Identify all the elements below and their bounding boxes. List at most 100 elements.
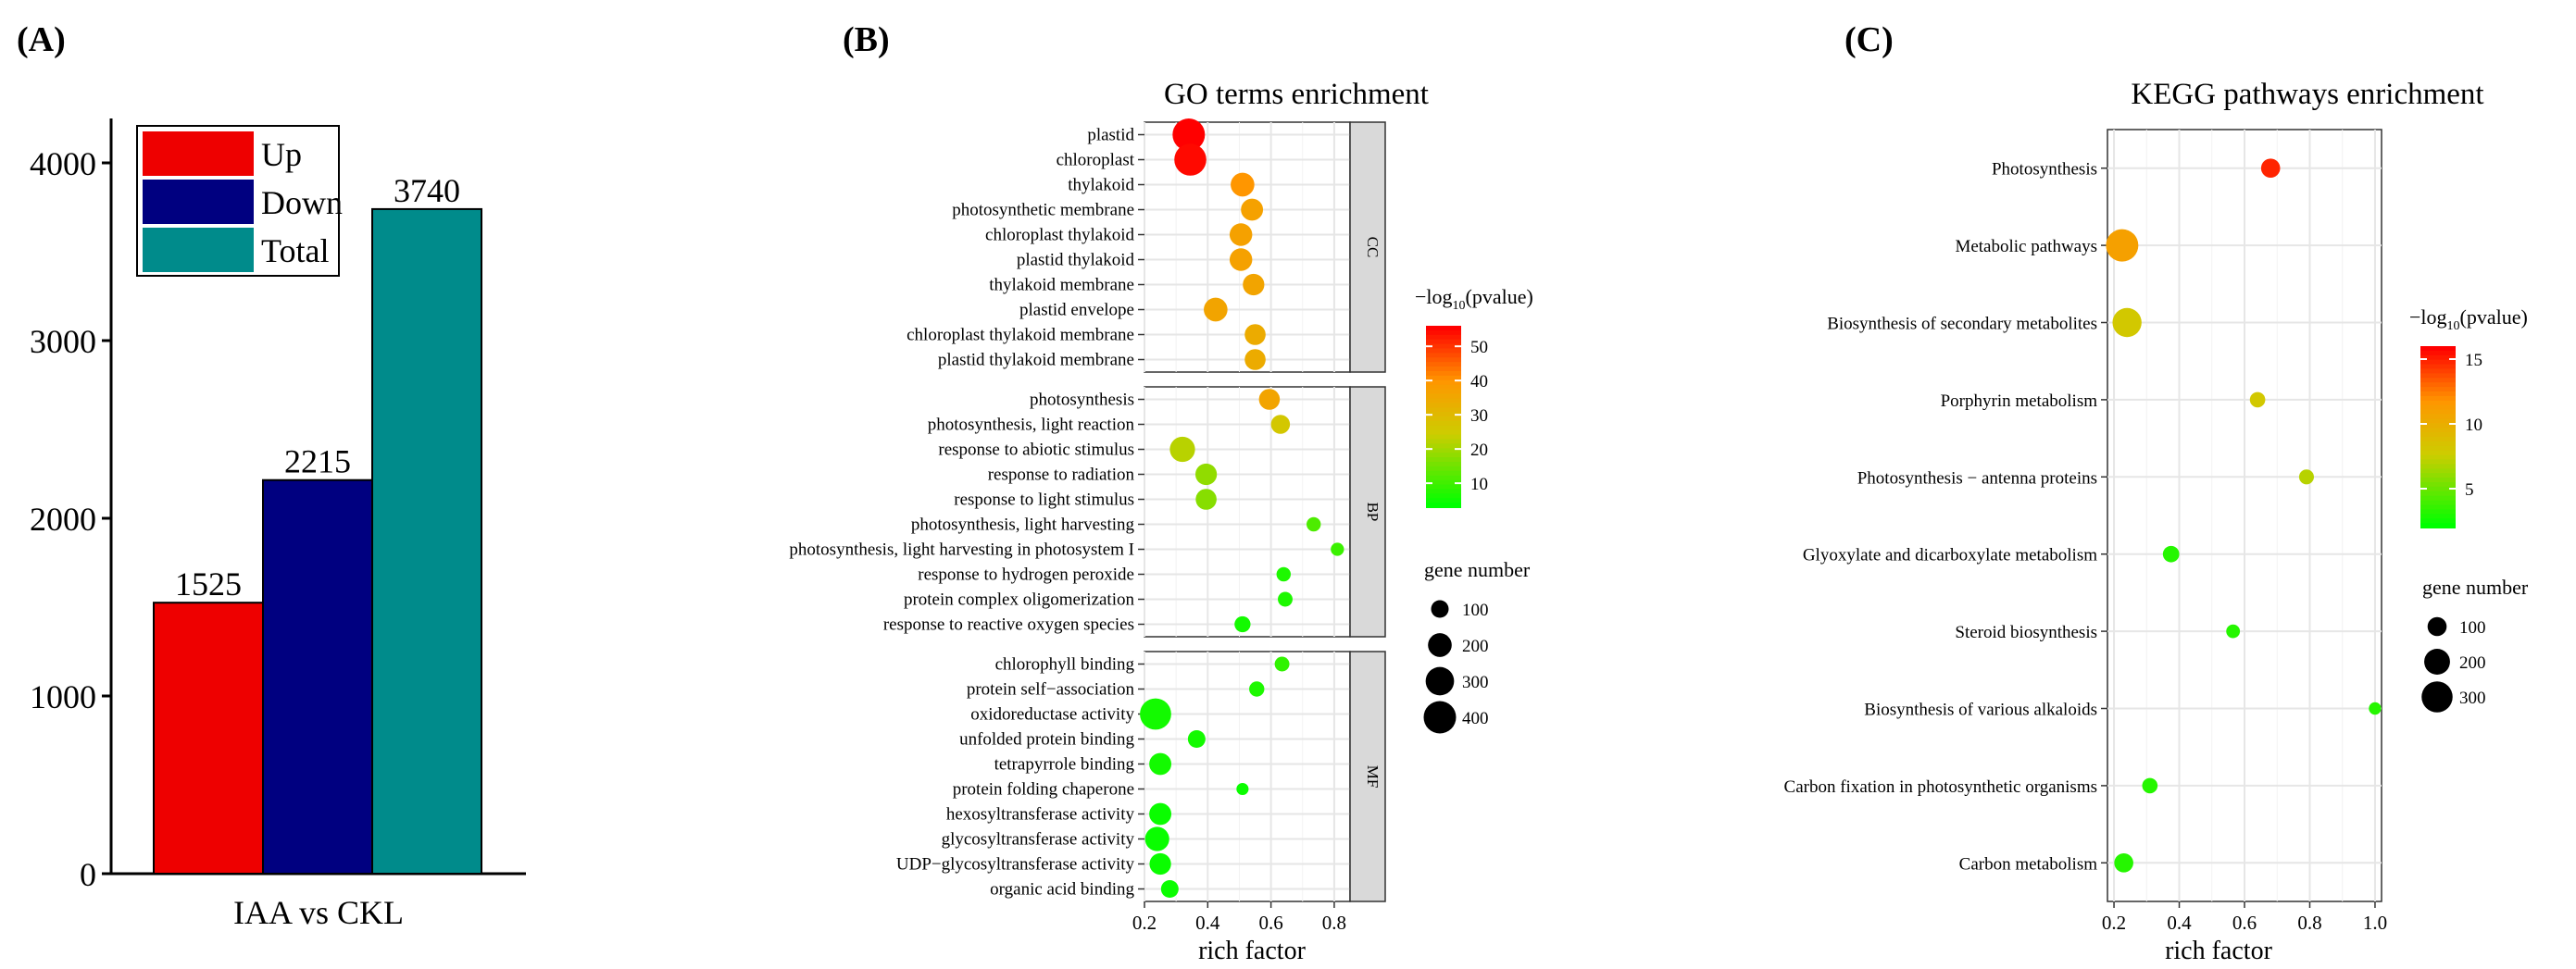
go-dot-response-to-abiotic-stimulus — [1169, 436, 1195, 463]
go-dot-photosynthesis-light-reaction — [1270, 415, 1291, 434]
kegg-dot-carbon-fixation-in-photosynthetic-organisms — [2142, 777, 2158, 794]
kegg-color-legend-band — [2420, 346, 2456, 352]
kegg-dot-metabolic-pathways — [2106, 229, 2139, 262]
go-term-label: photosynthesis — [1030, 391, 1134, 410]
go-color-legend-band — [1426, 343, 1461, 350]
go-x-tick-label: 0.8 — [1322, 912, 1346, 934]
kegg-dot-steroid-biosynthesis — [2226, 624, 2241, 639]
go-dot-plastid-thylakoid — [1229, 248, 1253, 271]
panel-label-a: (A) — [17, 20, 66, 59]
kegg-size-legend-label: 100 — [2459, 618, 2486, 638]
kegg-color-legend-band — [2420, 523, 2456, 528]
go-term-label: oxidoreductase activity — [970, 705, 1134, 725]
kegg-color-legend-band — [2420, 359, 2456, 366]
kegg-color-legend-band — [2420, 500, 2456, 506]
go-facet-bp-strip — [1349, 386, 1386, 638]
kegg-pathway-label: Biosynthesis of secondary metabolites — [1827, 315, 2097, 334]
bar-chart-panel: 0 1000 2000 3000 4000 1525 2215 3740 Up Down Tota… — [30, 118, 526, 931]
go-dot-chloroplast — [1174, 143, 1207, 176]
bar-value-label-up: 1525 — [175, 565, 242, 603]
go-term-label: plastid thylakoid — [1017, 251, 1135, 270]
bar-legend-swatch-up — [143, 131, 254, 176]
kegg-color-legend-band — [2420, 459, 2456, 466]
kegg-color-legend-band — [2420, 428, 2456, 434]
go-color-legend-band — [1426, 384, 1461, 391]
go-term-label: protein folding chaperone — [953, 780, 1134, 800]
go-dot-plot-panel: GO terms enrichment plastid chloroplast th… — [789, 78, 1532, 965]
go-color-legend-band — [1426, 493, 1461, 500]
kegg-color-legend-band — [2420, 404, 2456, 411]
kegg-color-legend-band — [2420, 495, 2456, 502]
kegg-pathway-label: Glyoxylate and dicarboxylate metabolism — [1803, 546, 2097, 565]
panel-label-b: (B) — [843, 20, 890, 59]
go-dot-chlorophyll-binding — [1274, 656, 1290, 672]
bar-legend-label-up: Up — [261, 136, 302, 173]
go-color-legend-band — [1426, 366, 1461, 372]
kegg-color-legend-band — [2420, 395, 2456, 402]
kegg-pathway-label: Carbon metabolism — [1959, 854, 2098, 874]
kegg-color-legend-band — [2420, 400, 2456, 406]
bar-value-label-total: 3740 — [394, 172, 460, 209]
go-color-legend-band — [1426, 389, 1461, 395]
go-dot-protein-self-association — [1249, 681, 1265, 697]
go-dot-chloroplast-thylakoid-membrane — [1244, 324, 1266, 345]
go-dot-photosynthetic-membrane — [1241, 198, 1264, 221]
go-size-legend-label: 400 — [1462, 709, 1489, 728]
kegg-color-legend-band — [2420, 450, 2456, 456]
kegg-color-legend-band — [2420, 454, 2456, 461]
bar-y-tick-label: 4000 — [30, 145, 96, 182]
kegg-pathway-label: Biosynthesis of various alkaloids — [1864, 701, 2097, 720]
go-dot-tetrapyrrole-binding — [1149, 752, 1172, 776]
kegg-color-legend-band — [2420, 491, 2456, 497]
bar-legend-label-down: Down — [261, 184, 343, 221]
go-x-tick-label: 0.4 — [1195, 912, 1220, 934]
bar-legend-swatch-down — [143, 180, 254, 224]
go-term-label: plastid envelope — [1019, 301, 1134, 320]
kegg-pathway-label: Photosynthesis − antenna proteins — [1857, 468, 2097, 488]
go-term-label: response to reactive oxygen species — [883, 615, 1134, 635]
bar-total — [371, 207, 482, 876]
go-color-legend-band — [1426, 412, 1461, 417]
go-color-legend-band — [1426, 398, 1461, 404]
go-color-legend-tick-label: 10 — [1470, 475, 1488, 494]
go-color-legend-band — [1426, 498, 1461, 504]
go-term-label: plastid thylakoid membrane — [938, 351, 1134, 370]
go-dot-hexosyltransferase-activity — [1149, 802, 1172, 826]
go-dot-udp-glycosyltransferase-activity — [1149, 852, 1171, 876]
kegg-dot-porphyrin-metabolism — [2249, 391, 2266, 408]
kegg-color-legend-band — [2420, 354, 2456, 361]
go-term-label: thylakoid membrane — [989, 276, 1134, 295]
go-chart-title: GO terms enrichment — [1164, 78, 1429, 111]
go-dot-unfolded-protein-binding — [1187, 730, 1206, 748]
kegg-color-legend-band — [2420, 486, 2456, 492]
go-dot-plastid — [1172, 118, 1206, 151]
kegg-color-legend-band — [2420, 518, 2456, 525]
go-color-legend-band — [1426, 348, 1461, 354]
go-color-legend-tick-label: 20 — [1470, 441, 1488, 460]
kegg-dot-photosynthesis-antenna-proteins — [2298, 469, 2314, 485]
go-color-legend-band — [1426, 407, 1461, 414]
go-dot-photosynthesis — [1258, 389, 1281, 410]
go-color-legend-title: −log10(pvalue) — [1415, 285, 1533, 313]
kegg-pathway-label: Steroid biosynthesis — [1955, 623, 2097, 642]
go-size-legend-label: 100 — [1462, 601, 1489, 620]
go-size-legend-dot — [1428, 633, 1452, 657]
bar-y-tick-label: 0 — [80, 856, 96, 893]
kegg-x-axis-label: rich factor — [2165, 937, 2272, 965]
go-dot-photosynthesis-light-harvesting-in-photosystem-i — [1331, 542, 1344, 556]
go-color-legend: −log10(pvalue) 10 20 30 40 50 — [1415, 285, 1533, 508]
go-term-label: hexosyltransferase activity — [946, 805, 1135, 825]
go-color-legend-band — [1426, 339, 1461, 345]
go-term-label: tetrapyrrole binding — [994, 755, 1135, 775]
go-facet-mf-strip-label: MF — [1364, 765, 1382, 789]
go-size-legend-dot — [1423, 701, 1457, 734]
kegg-color-legend-band — [2420, 423, 2456, 429]
go-color-legend-band — [1426, 371, 1461, 377]
kegg-color-legend: −log10(pvalue) 5 10 15 — [2409, 305, 2528, 528]
go-color-legend-band — [1426, 362, 1461, 368]
kegg-color-legend-band — [2420, 364, 2456, 370]
go-color-legend-band — [1426, 334, 1461, 341]
go-dot-glycosyltransferase-activity — [1144, 826, 1169, 851]
kegg-pathway-label: Photosynthesis — [1992, 160, 2097, 180]
go-color-legend-band — [1426, 443, 1461, 450]
